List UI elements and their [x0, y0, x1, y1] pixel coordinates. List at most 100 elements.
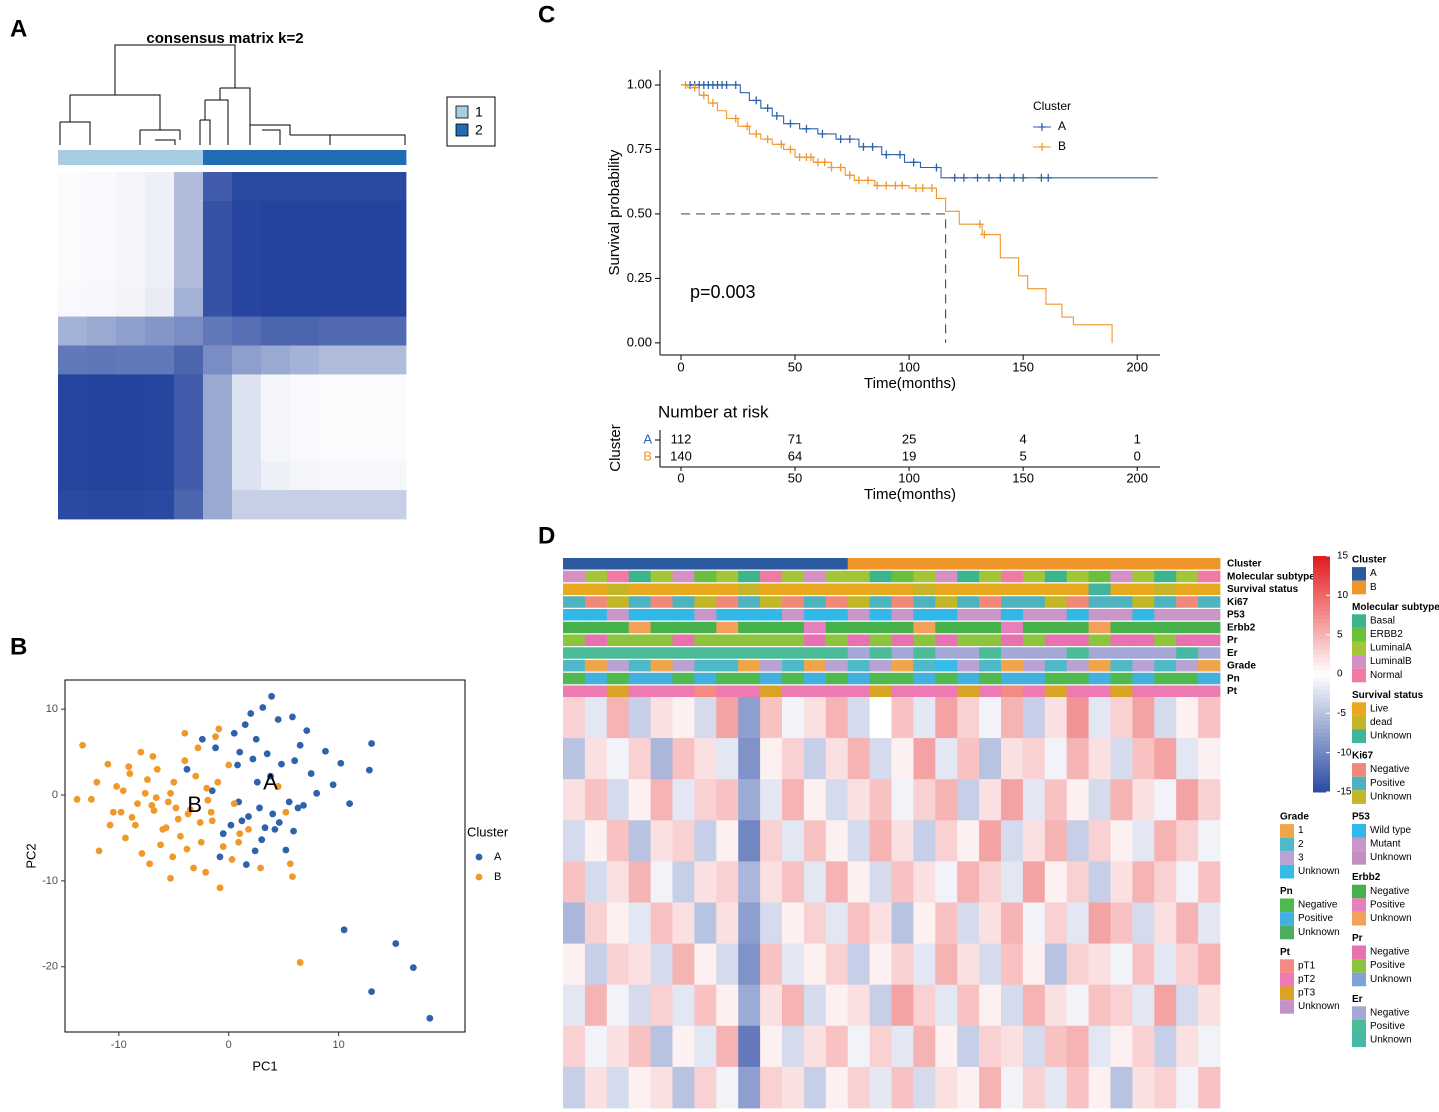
heatmap-cell — [348, 432, 378, 462]
heatmap-cell — [716, 861, 739, 903]
heatmap-cell — [650, 820, 673, 862]
heatmap-cell — [116, 374, 146, 404]
heatmap-cell — [203, 490, 233, 520]
point — [212, 744, 219, 752]
annotation-cell — [1198, 660, 1221, 672]
heatmap-cell — [174, 345, 204, 375]
heatmap-cell — [869, 779, 892, 821]
y-tick-label: -10 — [42, 875, 58, 887]
legend-swatch — [1352, 1033, 1366, 1048]
legend-label: Negative — [1370, 764, 1410, 775]
colorbar-slice — [1313, 642, 1330, 647]
annotation-cell — [738, 621, 761, 634]
legend-label: Negative — [1370, 947, 1410, 958]
censor-mark — [786, 119, 795, 128]
heatmap-cell — [563, 738, 586, 780]
cluster-annotation: B — [187, 792, 202, 817]
legend-swatch — [1280, 925, 1294, 940]
annotation-cell — [584, 596, 608, 608]
censor-mark — [980, 230, 989, 239]
censor-mark — [895, 150, 904, 159]
annotation-cell — [584, 621, 608, 634]
annotation-cell — [979, 634, 1002, 646]
annotation-cell — [1198, 672, 1221, 685]
point — [141, 789, 149, 797]
annotation-cell — [803, 647, 827, 659]
heatmap-cell — [87, 461, 117, 491]
plot-frame — [64, 679, 466, 1033]
heatmap-cell — [957, 738, 980, 780]
heatmap-cell — [58, 461, 88, 491]
colorbar-slice — [1313, 567, 1330, 573]
heatmap-cell — [628, 697, 651, 739]
legend-label: pT3 — [1298, 988, 1316, 999]
annotation-cell — [738, 660, 761, 672]
annotation-cell — [606, 660, 630, 672]
colorbar-tick-label: 5 — [1337, 629, 1343, 640]
heatmap-cell — [672, 738, 695, 780]
colorbar-slice — [1313, 756, 1330, 762]
heatmap-cell — [606, 697, 630, 739]
colorbar-slice — [1313, 622, 1330, 628]
annotation-cell — [672, 583, 695, 595]
annotation-cell — [1110, 672, 1133, 685]
annotation-cell — [716, 558, 739, 570]
x-tick-label: 10 — [333, 1039, 345, 1051]
heatmap-cell — [716, 984, 739, 1027]
colorbar-slice — [1313, 697, 1330, 703]
legend-label: Basal — [1370, 615, 1395, 626]
annotation-cell — [1176, 634, 1199, 646]
point — [134, 800, 141, 808]
legend-swatch — [1352, 898, 1366, 912]
heatmap-cell — [1022, 1025, 1046, 1068]
heatmap-cell — [825, 738, 849, 780]
heatmap-cell — [1132, 1025, 1155, 1068]
annotation-cell — [760, 570, 783, 583]
heatmap-cell — [803, 697, 827, 739]
risk-row-label: B — [643, 448, 652, 463]
annotation-cell — [628, 634, 651, 646]
legend-swatch — [1280, 837, 1294, 852]
colorbar-slice — [1313, 630, 1330, 636]
heatmap-cell — [825, 1025, 849, 1068]
annotation-cell — [913, 570, 936, 583]
annotation-cell — [1088, 609, 1111, 621]
point — [212, 733, 219, 741]
heatmap-cell — [1022, 943, 1046, 986]
point — [296, 959, 304, 966]
heatmap-cell — [145, 374, 175, 404]
heatmap-cell — [1066, 861, 1089, 903]
annotation-cell — [913, 558, 936, 570]
heatmap-cell — [563, 779, 586, 821]
legend-swatch — [1280, 851, 1294, 865]
heatmap-cell — [760, 697, 783, 739]
heatmap-cell — [957, 984, 980, 1027]
heatmap-cell — [377, 403, 407, 433]
annotation-cell — [935, 583, 958, 595]
colorbar-slice — [1313, 709, 1330, 714]
point — [137, 748, 145, 756]
heatmap-cell — [913, 861, 936, 903]
annotation-cell — [738, 570, 761, 583]
heatmap-cell — [1088, 738, 1111, 780]
heatmap-cell — [803, 1066, 827, 1109]
heatmap-cell — [290, 345, 320, 375]
annotation-cell — [825, 621, 849, 634]
risk-x-tick-label: 0 — [677, 470, 684, 485]
heatmap-cell — [1154, 820, 1177, 862]
annotation-cell — [1154, 634, 1177, 646]
heatmap-cell — [716, 1025, 739, 1068]
heatmap-cell — [145, 258, 175, 289]
heatmap-cell — [116, 316, 146, 346]
point — [184, 810, 192, 818]
heatmap-cell — [174, 316, 204, 346]
heatmap-cell — [716, 943, 739, 986]
heatmap-cell — [116, 432, 146, 462]
point — [216, 853, 224, 861]
heatmap-cell — [694, 984, 717, 1027]
heatmap-cell — [116, 258, 146, 289]
heatmap-cell — [145, 200, 175, 231]
colorbar-slice — [1313, 615, 1330, 620]
legend-label: Positive — [1298, 913, 1333, 924]
heatmap-cell — [1154, 697, 1177, 739]
